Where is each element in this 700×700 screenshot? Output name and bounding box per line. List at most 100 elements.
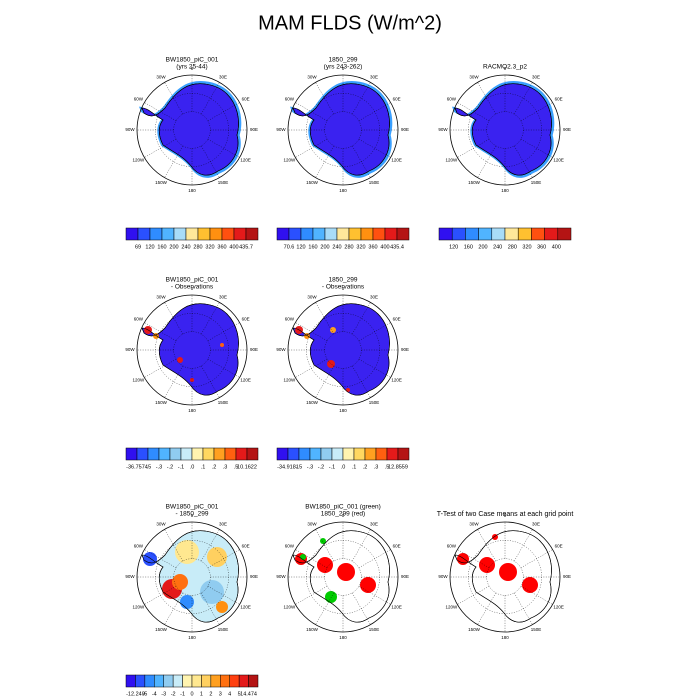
field-patch [143,552,157,566]
colorbar-box [169,447,182,461]
meridian [207,549,240,569]
colorbar-label: -.5 [296,464,302,470]
colorbar-box [185,227,199,241]
colorbar-label: .1 [201,464,206,470]
longitude-label: 30W [156,74,166,79]
longitude-label: 150E [218,627,229,632]
field-patch [327,360,335,368]
longitude-label: 90E [250,574,258,579]
colorbar-box [342,447,355,461]
colorbar-label: -.1 [178,464,184,470]
colorbar-box [136,447,149,461]
meridian [477,592,497,625]
panel: RACMO2.3_p20 30E 60E 90E 120E 150E 180 150W 120W… [438,64,572,250]
field-patch [172,574,188,590]
longitude-label: 0 [342,66,345,71]
meridian [358,585,391,605]
longitude-label: 120W [132,158,145,163]
colorbar-label: 160 [464,244,473,250]
longitude-label: 30W [156,294,166,299]
colorbar-box [135,674,146,688]
colorbar-box [353,447,366,461]
colorbar-box [191,447,204,461]
longitude-label: 150W [155,400,168,405]
colorbar-box [372,227,386,241]
colorbar-label: .5 [385,464,390,470]
meridian [351,592,371,625]
longitude-label: 0 [191,66,194,71]
colorbar-box [180,447,193,461]
meridian [144,102,177,122]
colorbar-box [438,227,453,241]
colorbar-label: 360 [537,244,546,250]
longitude-label: 150E [531,180,542,185]
meridian [144,138,177,158]
meridian [351,302,371,335]
field-patch [216,601,228,613]
colorbar-box [386,447,399,461]
colorbar-box [210,674,221,688]
colorbar-box [396,227,410,241]
colorbar-box [125,447,138,461]
colorbar-label: 240 [181,244,190,250]
longitude-label: 90W [438,574,448,579]
map-border [287,521,399,633]
longitude-label: 90E [250,347,258,352]
longitude-label: 60W [447,97,457,102]
meridian [520,585,553,605]
colorbar-label: 10.1622 [237,464,257,470]
colorbar-box [288,227,302,241]
colorbar-label: 400 [229,244,238,250]
longitude-label: 120W [283,605,296,610]
colorbar-box [245,227,259,241]
longitude-label: 120W [132,378,145,383]
longitude-label: 180 [339,408,347,413]
longitude-label: 120E [391,158,402,163]
continent [141,83,240,176]
colorbar-box [312,227,326,241]
longitude-label: 180 [501,635,509,640]
panel-title: (yrs 25-44) [176,64,207,71]
latitude-circle [486,558,524,596]
meridian [295,102,328,122]
colorbar-box [331,447,344,461]
longitude-label: 60W [285,544,295,549]
meridian [144,322,177,342]
panel-title: BW1850_piC_001 [166,277,219,284]
polar-map: 0 30E 60E 90E 120E 150E 180 150W 120W 90W 60W 30W [276,513,409,640]
polar-map: 0 30E 60E 90E 120E 150E 180 150W 120W 90W 60W 30W [438,66,571,193]
meridian [164,592,184,625]
colorbar-label: 5 [238,691,241,697]
colorbar-label: .3 [223,464,228,470]
longitude-label: 150E [369,180,380,185]
colorbar-label: 2 [209,691,212,697]
longitude-label: 30W [307,74,317,79]
colorbar-label: -36.7574 [126,464,148,470]
colorbar-label: 14.474 [240,691,257,697]
field-patch [499,563,517,581]
meridian [457,102,490,122]
field-patch [207,547,227,567]
longitude-label: 120E [240,605,251,610]
colorbar-label: -2 [171,691,176,697]
longitude-label: 90E [563,574,571,579]
meridian [520,549,553,569]
colorbar-box [173,227,187,241]
meridian [315,302,335,335]
field-patch [360,577,376,593]
longitude-label: 180 [339,635,347,640]
longitude-label: 90W [276,574,286,579]
longitude-label: 60E [242,317,250,322]
longitude-label: 30E [532,521,540,526]
longitude-label: 90E [401,574,409,579]
colorbar-box [147,447,160,461]
colorbar-label: -3 [161,691,166,697]
colorbar-box [125,674,136,688]
longitude-label: 180 [188,408,196,413]
colorbar-label: 160 [308,244,317,250]
polar-map: 0 30E 60E 90E 120E 150E 180 150W 120W 90W 60W 30W [276,286,409,413]
meridian [513,529,533,562]
